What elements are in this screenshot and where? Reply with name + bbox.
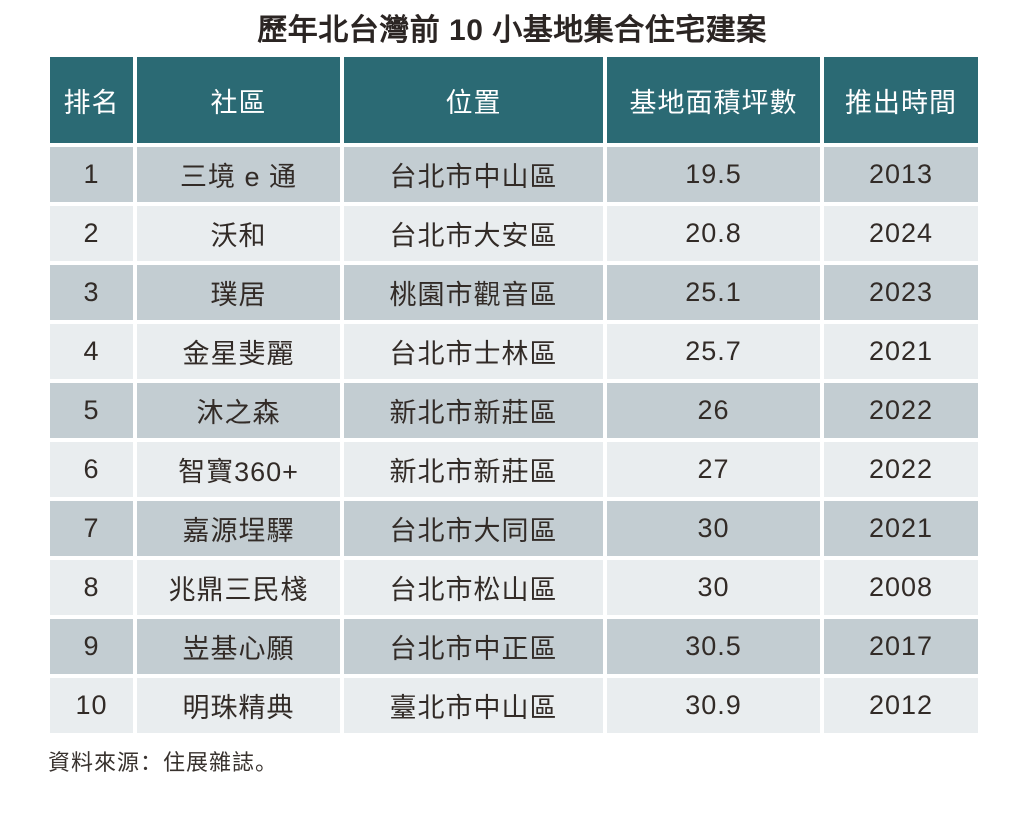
year-cell: 2021 [824,501,978,556]
rank-cell: 2 [50,206,133,261]
area-cell: 26 [607,383,820,438]
area-cell: 19.5 [607,147,820,202]
source-note: 資料來源：住展雜誌。 [48,750,279,775]
table-row: 1 三境 e 通 台北市中山區 19.5 2013 [50,147,978,202]
rank-cell: 8 [50,560,133,615]
community-cell: 明珠精典 [137,678,340,733]
header-cell-rank: 排名 [50,57,133,143]
table-row: 5 沐之森 新北市新莊區 26 2022 [50,383,978,438]
year-cell: 2022 [824,442,978,497]
rank-cell: 3 [50,265,133,320]
community-cell: 嘉源埕驛 [137,501,340,556]
location-cell: 台北市大同區 [344,501,603,556]
area-cell: 30.5 [607,619,820,674]
area-cell: 20.8 [607,206,820,261]
table-body: 1 三境 e 通 台北市中山區 19.5 2013 2 沃和 台北市大安區 20… [50,147,978,733]
year-cell: 2022 [824,383,978,438]
rank-cell: 6 [50,442,133,497]
location-cell: 臺北市中山區 [344,678,603,733]
location-cell: 台北市中山區 [344,147,603,202]
year-cell: 2023 [824,265,978,320]
location-cell: 桃園市觀音區 [344,265,603,320]
rank-cell: 1 [50,147,133,202]
location-cell: 台北市大安區 [344,206,603,261]
community-cell: 璞居 [137,265,340,320]
rank-cell: 5 [50,383,133,438]
year-cell: 2008 [824,560,978,615]
table-row: 2 沃和 台北市大安區 20.8 2024 [50,206,978,261]
community-cell: 兆鼎三民棧 [137,560,340,615]
community-cell: 岦基心願 [137,619,340,674]
table-row: 3 璞居 桃園市觀音區 25.1 2023 [50,265,978,320]
location-cell: 新北市新莊區 [344,442,603,497]
table-row: 10 明珠精典 臺北市中山區 30.9 2012 [50,678,978,733]
year-cell: 2013 [824,147,978,202]
rank-cell: 4 [50,324,133,379]
area-cell: 27 [607,442,820,497]
table-row: 6 智寶360+ 新北市新莊區 27 2022 [50,442,978,497]
header-cell-year: 推出時間 [824,57,978,143]
community-cell: 沐之森 [137,383,340,438]
area-cell: 25.7 [607,324,820,379]
table-row: 7 嘉源埕驛 台北市大同區 30 2021 [50,501,978,556]
rank-cell: 10 [50,678,133,733]
page-title: 歷年北台灣前 10 小基地集合住宅建案 [257,14,767,47]
community-cell: 金星斐麗 [137,324,340,379]
area-cell: 30 [607,560,820,615]
header-cell-community: 社區 [137,57,340,143]
area-cell: 30 [607,501,820,556]
table-row: 8 兆鼎三民棧 台北市松山區 30 2008 [50,560,978,615]
location-cell: 台北市松山區 [344,560,603,615]
table-row: 9 岦基心願 台北市中正區 30.5 2017 [50,619,978,674]
ranking-table: 排名 社區 位置 基地面積坪數 推出時間 1 三境 e 通 台北市中山區 19.… [46,53,982,737]
rank-cell: 7 [50,501,133,556]
area-cell: 30.9 [607,678,820,733]
year-cell: 2012 [824,678,978,733]
year-cell: 2024 [824,206,978,261]
location-cell: 台北市士林區 [344,324,603,379]
header-cell-area: 基地面積坪數 [607,57,820,143]
year-cell: 2021 [824,324,978,379]
location-cell: 新北市新莊區 [344,383,603,438]
location-cell: 台北市中正區 [344,619,603,674]
header-row: 排名 社區 位置 基地面積坪數 推出時間 [50,57,978,143]
community-cell: 沃和 [137,206,340,261]
table-row: 4 金星斐麗 台北市士林區 25.7 2021 [50,324,978,379]
area-cell: 25.1 [607,265,820,320]
header-cell-location: 位置 [344,57,603,143]
community-cell: 智寶360+ [137,442,340,497]
rank-cell: 9 [50,619,133,674]
year-cell: 2017 [824,619,978,674]
community-cell: 三境 e 通 [137,147,340,202]
